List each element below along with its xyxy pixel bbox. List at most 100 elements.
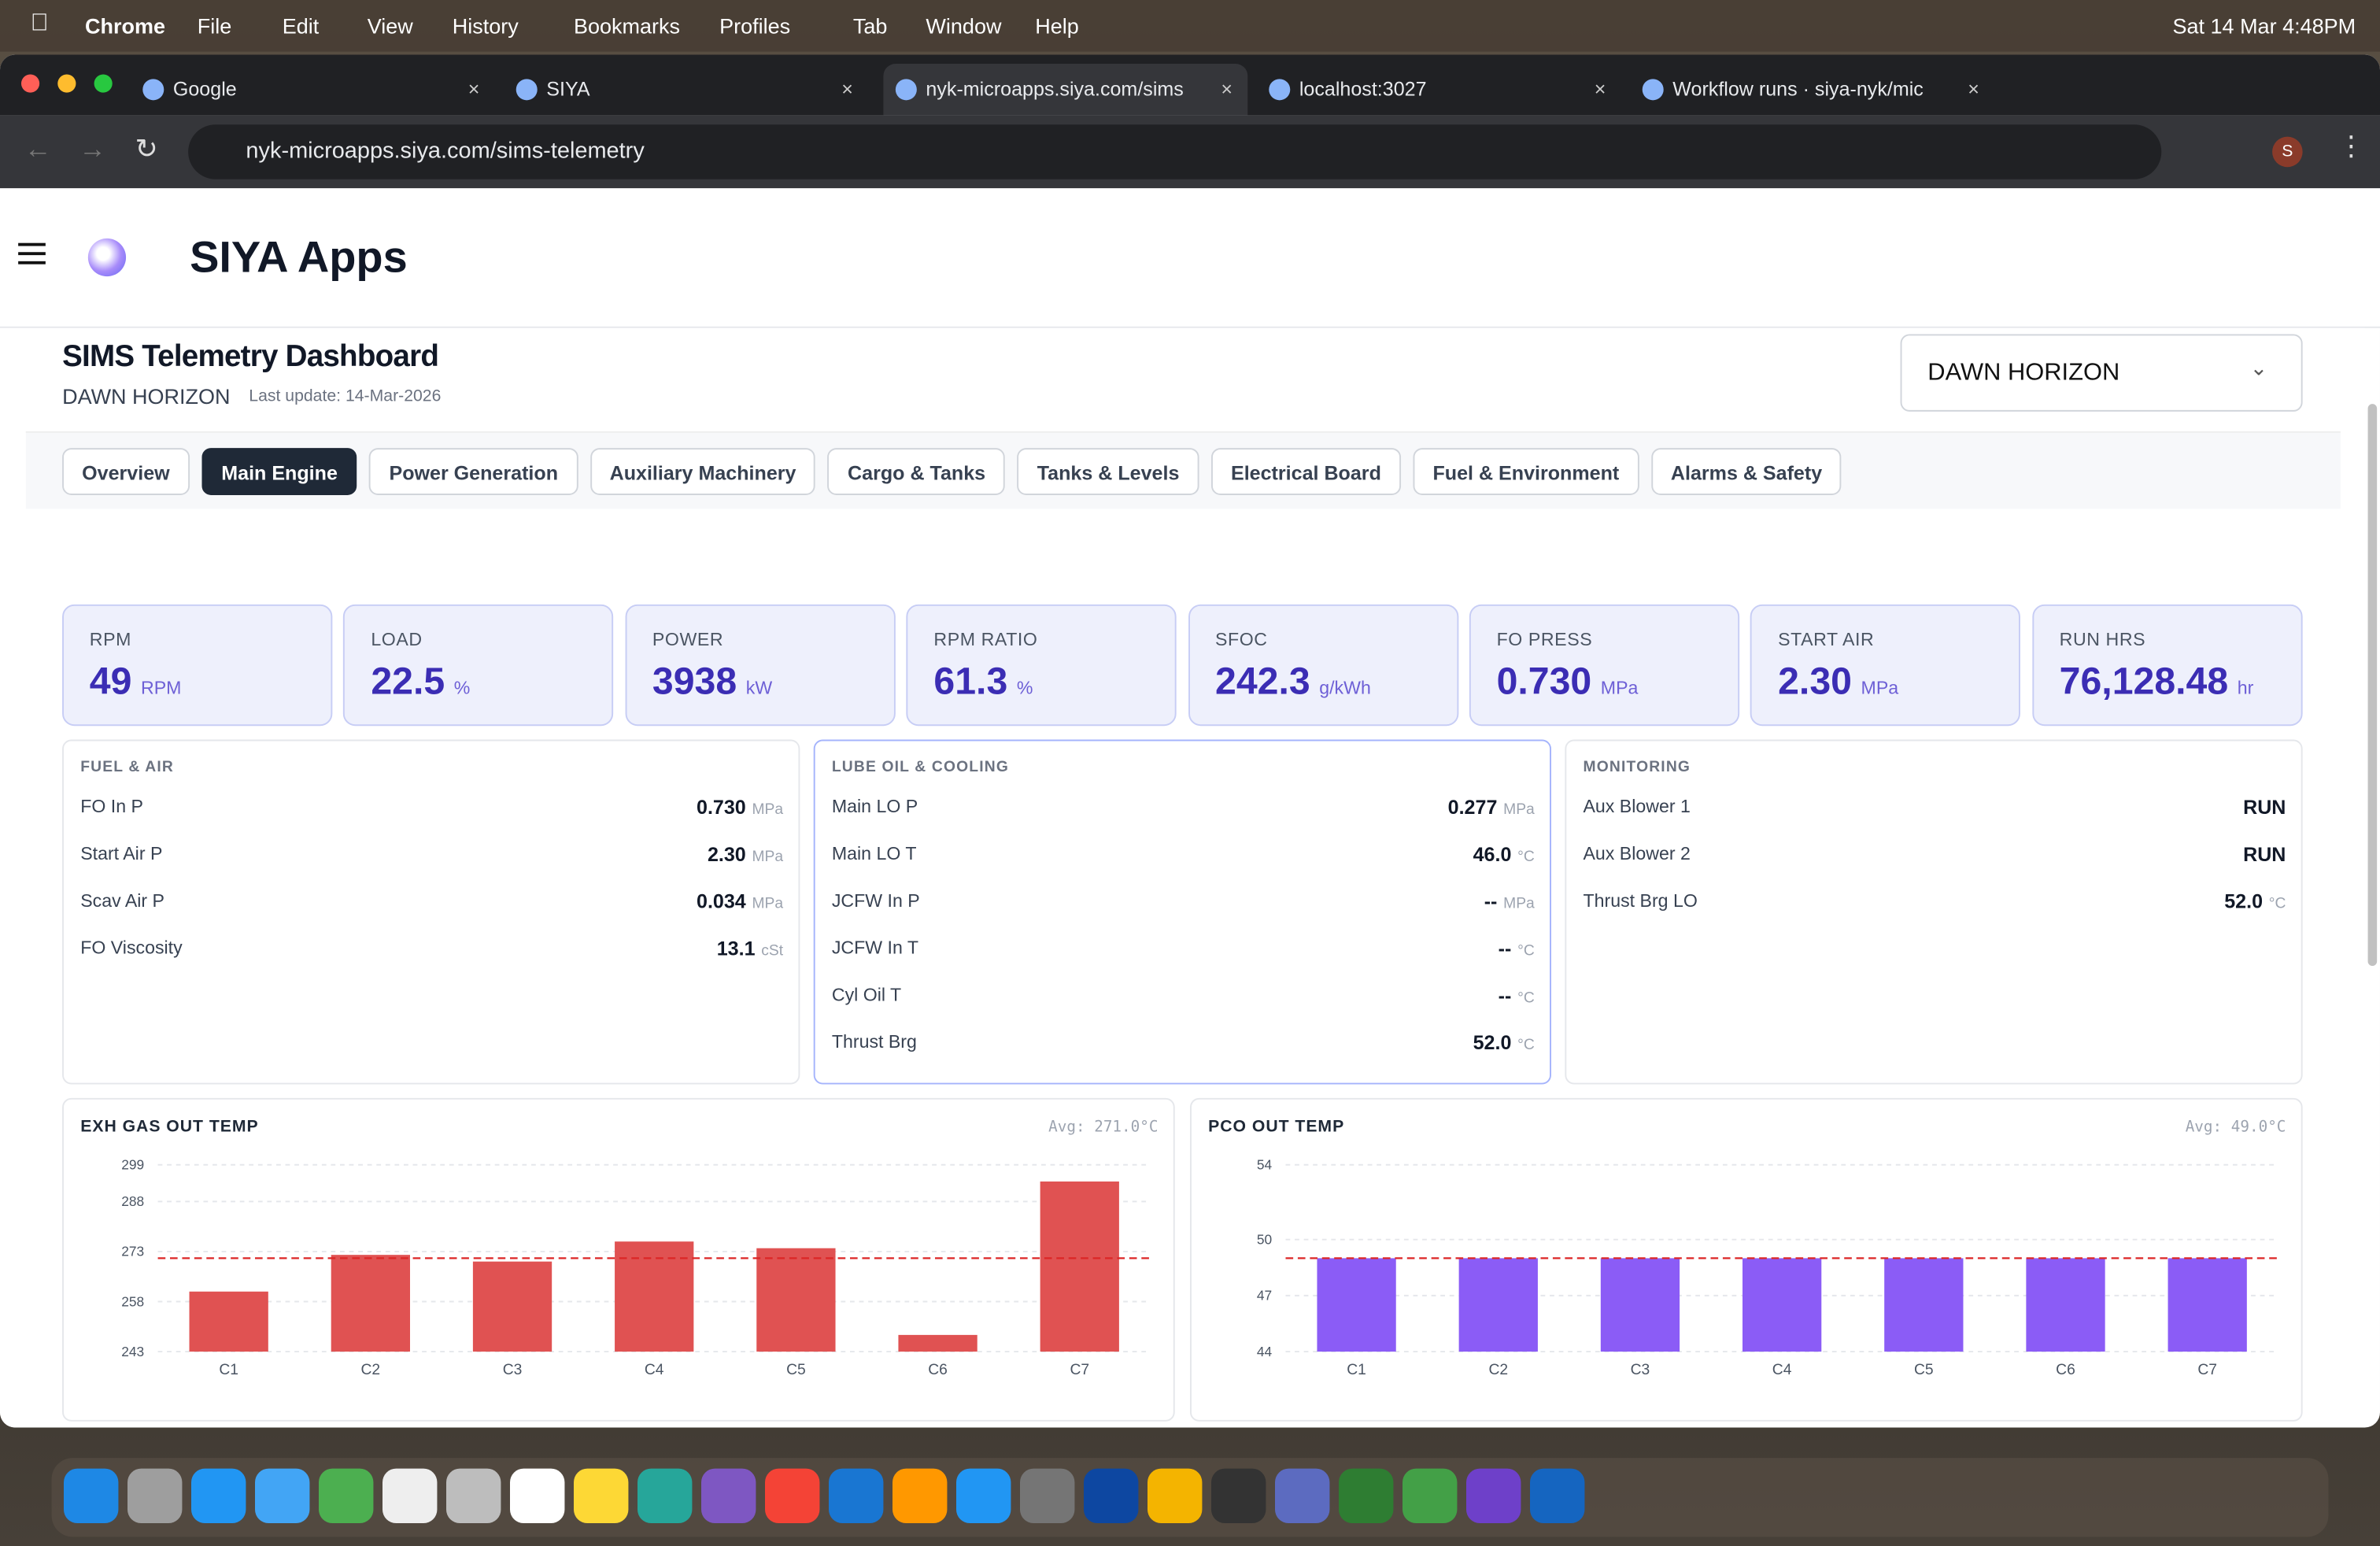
browser-tab[interactable]: localhost:3027 × [1257,64,1621,116]
clock[interactable]: Sat 14 Mar 4:48PM [2172,13,2356,39]
minimize-button[interactable] [57,74,76,93]
x-tick-label: C5 [1914,1362,1934,1378]
kpi-value-wrap: 2.30 MPa [1778,660,1898,705]
dock-icon[interactable] [1338,1468,1394,1524]
tab-close[interactable]: × [841,77,853,101]
scrollbar[interactable] [2367,404,2378,967]
tab-close[interactable]: × [1221,77,1232,101]
dashboard-tab[interactable]: Power Generation [369,448,578,495]
tab-close[interactable]: × [1968,77,1979,101]
menu-item[interactable]: History [452,13,519,39]
tab-close[interactable]: × [468,77,480,101]
menu-item[interactable]: Tab [852,13,888,39]
dashboard-tab[interactable]: Alarms & Safety [1650,448,1842,495]
dock-icon[interactable] [190,1468,246,1524]
dashboard-tab[interactable]: Electrical Board [1210,448,1401,495]
menu-item[interactable]: Window [926,13,1002,39]
row-label: Main LO T [831,842,917,864]
dock-icon[interactable] [1529,1468,1585,1524]
dock-icon[interactable] [318,1468,374,1524]
tab-icon [142,79,164,101]
kpi-card: LOAD 22.5% [343,604,614,727]
panel-row: FO Viscosity 13.1 cSt [80,937,783,967]
apple-icon[interactable]:  [31,11,49,39]
kpi-unit: MPa [1600,677,1639,699]
reload-button[interactable]: ↻ [135,133,158,165]
kpi-card: SFOC 242.3 g/kWh [1188,604,1458,727]
browser-tab[interactable]: nyk-microapps.siya.com/sims × [883,64,1248,116]
kpi-label: FO PRESS [1496,628,1593,650]
row-value-wrap: RUN [2243,796,2286,819]
dashboard-tab[interactable]: Tanks & Levels [1017,448,1199,495]
menu-item[interactable]: File [197,13,232,39]
dock-icon[interactable] [637,1468,693,1524]
forward-button[interactable]: → [79,133,106,165]
dashboard-tab[interactable]: Overview [62,448,190,495]
dock-icon[interactable] [1465,1468,1521,1524]
hamburger-menu[interactable] [18,242,46,246]
dock-icon[interactable] [63,1468,119,1524]
dock-icon[interactable] [955,1468,1011,1524]
kpi-label: LOAD [371,628,423,650]
row-value: -- [1498,984,1512,1008]
dock-icon[interactable] [254,1468,310,1524]
browser-tab[interactable]: Google × [131,64,495,116]
tab-close[interactable]: × [1594,77,1606,101]
kpi-value: 49 [89,660,132,704]
row-value: 52.0 [2224,890,2264,913]
bar [2026,1258,2105,1352]
row-value: 0.034 [697,890,746,913]
dock-icon[interactable] [509,1468,565,1524]
kpi-label: RUN HRS [2059,628,2146,650]
dock-icon[interactable] [764,1468,820,1524]
x-tick-label: C2 [1488,1362,1508,1378]
dock-icon[interactable] [1210,1468,1266,1524]
dock-icon[interactable] [573,1468,629,1524]
profile-avatar[interactable]: S [2272,136,2303,168]
menu-item[interactable]: Edit [282,13,320,39]
y-tick-label: 243 [121,1344,144,1359]
dock-icon[interactable] [445,1468,501,1524]
tab-title: Workflow runs · siya-nyk/mic [1672,77,1924,101]
dock-icon[interactable] [892,1468,948,1524]
menu-item[interactable]: View [367,13,413,39]
kpi-unit: g/kWh [1319,677,1371,699]
menu-item[interactable]: Profiles [719,13,791,39]
tab-icon [1269,79,1291,101]
dock-icon[interactable] [1019,1468,1075,1524]
dock-icon[interactable] [1083,1468,1139,1524]
row-unit: °C [1517,1037,1535,1054]
y-tick-label: 54 [1257,1157,1273,1173]
kpi-value: 0.730 [1496,660,1592,704]
dashboard-tab[interactable]: Auxiliary Machinery [589,448,816,495]
row-value-wrap: 0.730 MPa [697,796,783,819]
zoom-button[interactable] [94,74,113,93]
vessel-select[interactable]: DAWN HORIZON ⌄ [1900,334,2303,412]
close-button[interactable] [20,74,40,93]
address-bar[interactable]: nyk-microapps.siya.com/sims-telemetry [188,124,2162,179]
menu-button[interactable]: ⋮ [2337,130,2365,161]
browser-tab[interactable]: Workflow runs · siya-nyk/mic × [1630,64,1994,116]
tab-title: nyk-microapps.siya.com/sims [926,77,1184,101]
dock-icon[interactable] [828,1468,884,1524]
dashboard-tab[interactable]: Fuel & Environment [1413,448,1639,495]
menu-item[interactable]: Help [1035,13,1079,39]
back-button[interactable]: ← [24,133,52,165]
dock-icon[interactable] [1274,1468,1330,1524]
dock-icon[interactable] [700,1468,756,1524]
dock-icon[interactable] [382,1468,438,1524]
dashboard-tab[interactable]: Cargo & Tanks [827,448,1006,495]
dashboard-tab[interactable]: Main Engine [201,448,357,495]
dock-icon[interactable] [1402,1468,1458,1524]
x-tick-label: C1 [219,1362,238,1378]
x-tick-label: C6 [2056,1362,2075,1378]
menu-app[interactable]: Chrome [84,13,166,39]
row-value-wrap: -- °C [1499,937,1535,960]
dock-icon[interactable] [1147,1468,1203,1524]
menu-item[interactable]: Bookmarks [573,13,681,39]
dock-icon[interactable] [127,1468,183,1524]
row-unit: MPa [752,896,784,913]
browser-tab[interactable]: SIYA × [504,64,868,116]
